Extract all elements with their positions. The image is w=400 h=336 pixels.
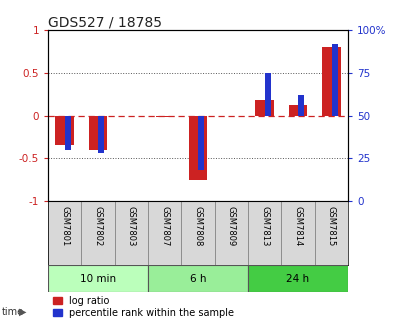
Bar (332, 44, 338, 116)
Bar (181, 201, 215, 265)
Bar (298, 95, 304, 116)
Text: GSM7803: GSM7803 (127, 206, 136, 246)
Bar (198, 116, 204, 170)
Bar (56, 116, 74, 145)
Text: 10 min: 10 min (80, 274, 116, 284)
Bar (148, 201, 181, 265)
Bar (281, 201, 315, 265)
Bar (156, 116, 174, 117)
Text: GSM7801: GSM7801 (60, 206, 69, 246)
Legend: log ratio, percentile rank within the sample: log ratio, percentile rank within the sa… (53, 296, 234, 318)
Text: 6 h: 6 h (190, 274, 206, 284)
Bar (48, 201, 81, 265)
Text: GSM7814: GSM7814 (294, 206, 302, 246)
Bar (215, 201, 248, 265)
Bar (289, 106, 307, 116)
Bar (265, 73, 271, 116)
Bar (315, 201, 348, 265)
Bar (89, 116, 107, 150)
Bar (248, 265, 348, 292)
Bar (256, 100, 274, 116)
Text: time: time (2, 307, 24, 317)
Bar (322, 47, 340, 116)
Bar (98, 116, 104, 153)
Bar (48, 265, 148, 292)
Text: GSM7808: GSM7808 (194, 206, 202, 246)
Text: GSM7807: GSM7807 (160, 206, 169, 246)
Text: GSM7809: GSM7809 (227, 206, 236, 246)
Text: GSM7802: GSM7802 (94, 206, 102, 246)
Text: GSM7815: GSM7815 (327, 206, 336, 246)
Bar (148, 265, 248, 292)
Bar (189, 116, 207, 180)
Bar (248, 201, 281, 265)
Bar (81, 201, 115, 265)
Text: GSM7813: GSM7813 (260, 206, 269, 246)
Text: GDS527 / 18785: GDS527 / 18785 (48, 15, 162, 29)
Text: ▶: ▶ (19, 307, 27, 317)
Bar (115, 201, 148, 265)
Text: 24 h: 24 h (286, 274, 310, 284)
Bar (65, 116, 71, 150)
